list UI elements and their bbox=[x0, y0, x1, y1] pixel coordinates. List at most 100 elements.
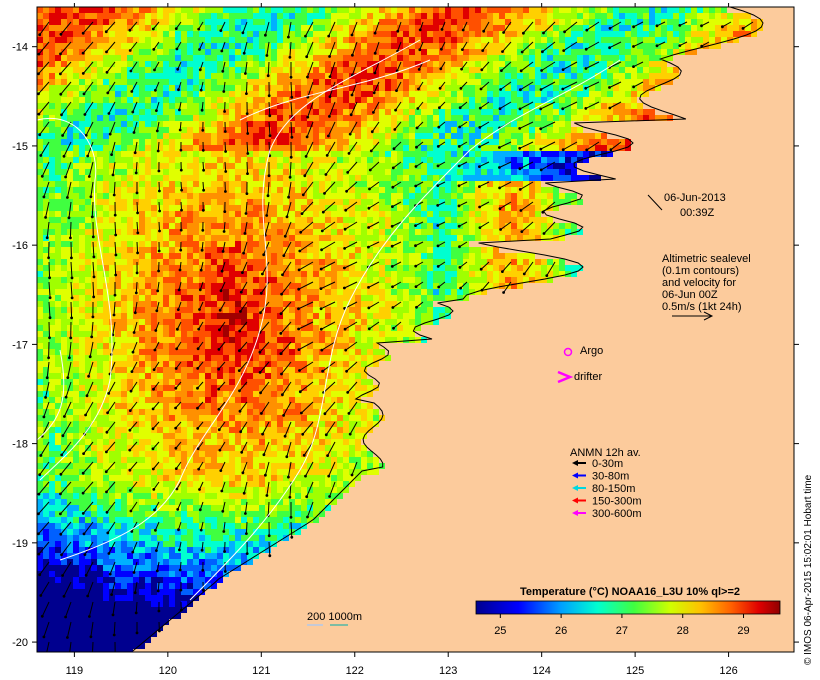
sst-pixel bbox=[511, 157, 517, 163]
sst-pixel bbox=[331, 289, 337, 295]
sst-pixel bbox=[481, 115, 487, 121]
sst-pixel bbox=[301, 271, 307, 277]
sst-pixel bbox=[79, 163, 85, 169]
sst-pixel bbox=[409, 151, 415, 157]
sst-pixel bbox=[313, 85, 319, 91]
sst-pixel bbox=[517, 169, 523, 175]
sst-pixel bbox=[439, 283, 445, 289]
sst-pixel bbox=[601, 31, 607, 37]
sst-pixel bbox=[307, 205, 313, 211]
sst-pixel bbox=[67, 55, 73, 61]
sst-pixel bbox=[313, 109, 319, 115]
sst-pixel bbox=[157, 163, 163, 169]
sst-pixel bbox=[253, 127, 259, 133]
sst-pixel bbox=[127, 145, 133, 151]
sst-pixel bbox=[385, 91, 391, 97]
sst-pixel bbox=[433, 25, 439, 31]
sst-pixel bbox=[49, 289, 55, 295]
sst-pixel bbox=[187, 193, 193, 199]
sst-pixel bbox=[277, 121, 283, 127]
sst-pixel bbox=[475, 79, 481, 85]
sst-pixel bbox=[691, 43, 697, 49]
sst-pixel bbox=[613, 25, 619, 31]
sst-pixel bbox=[223, 307, 229, 313]
sst-pixel bbox=[43, 115, 49, 121]
sst-pixel bbox=[535, 211, 541, 217]
sst-pixel bbox=[127, 301, 133, 307]
sst-pixel bbox=[385, 163, 391, 169]
sst-pixel bbox=[271, 265, 277, 271]
sst-pixel bbox=[457, 241, 463, 247]
sst-pixel bbox=[355, 313, 361, 319]
sst-pixel bbox=[85, 325, 91, 331]
sst-pixel bbox=[571, 91, 577, 97]
sst-pixel bbox=[517, 283, 523, 289]
sst-pixel bbox=[283, 157, 289, 163]
sst-pixel bbox=[505, 229, 511, 235]
sst-pixel bbox=[127, 25, 133, 31]
sst-pixel bbox=[403, 19, 409, 25]
sst-pixel bbox=[205, 13, 211, 19]
sst-pixel bbox=[271, 181, 277, 187]
sst-pixel bbox=[43, 265, 49, 271]
sst-pixel bbox=[157, 61, 163, 67]
sst-pixel bbox=[361, 313, 367, 319]
sst-pixel bbox=[337, 169, 343, 175]
sst-pixel bbox=[619, 103, 625, 109]
sst-pixel bbox=[49, 259, 55, 265]
sst-pixel bbox=[547, 265, 553, 271]
sst-pixel bbox=[109, 121, 115, 127]
sst-pixel bbox=[127, 181, 133, 187]
sst-pixel bbox=[175, 181, 181, 187]
sst-pixel bbox=[145, 145, 151, 151]
sst-pixel bbox=[181, 265, 187, 271]
sst-pixel bbox=[103, 61, 109, 67]
sst-pixel bbox=[73, 127, 79, 133]
sst-pixel bbox=[97, 67, 103, 73]
sst-pixel bbox=[91, 301, 97, 307]
sst-pixel bbox=[295, 85, 301, 91]
sst-pixel bbox=[523, 217, 529, 223]
sst-pixel bbox=[433, 157, 439, 163]
sst-pixel bbox=[37, 325, 43, 331]
sst-pixel bbox=[271, 145, 277, 151]
sst-pixel bbox=[439, 313, 445, 319]
sst-pixel bbox=[535, 85, 541, 91]
sst-pixel bbox=[391, 271, 397, 277]
sst-pixel bbox=[409, 145, 415, 151]
sst-pixel bbox=[541, 19, 547, 25]
sst-pixel bbox=[85, 307, 91, 313]
sst-pixel bbox=[181, 223, 187, 229]
sst-pixel bbox=[265, 229, 271, 235]
sst-pixel bbox=[535, 163, 541, 169]
sst-pixel bbox=[271, 61, 277, 67]
sst-pixel bbox=[289, 79, 295, 85]
sst-pixel bbox=[139, 115, 145, 121]
sst-pixel bbox=[427, 163, 433, 169]
sst-pixel bbox=[247, 109, 253, 115]
sst-pixel bbox=[421, 169, 427, 175]
sst-pixel bbox=[79, 85, 85, 91]
sst-pixel bbox=[85, 145, 91, 151]
sst-pixel bbox=[229, 43, 235, 49]
sst-pixel bbox=[37, 289, 43, 295]
sst-pixel bbox=[655, 25, 661, 31]
sst-pixel bbox=[577, 19, 583, 25]
sst-pixel bbox=[283, 55, 289, 61]
sst-pixel bbox=[205, 7, 211, 13]
sst-pixel bbox=[463, 19, 469, 25]
sst-pixel bbox=[505, 49, 511, 55]
sst-pixel bbox=[235, 181, 241, 187]
sst-pixel bbox=[109, 301, 115, 307]
sst-pixel bbox=[637, 115, 643, 121]
sst-pixel bbox=[223, 259, 229, 265]
sst-pixel bbox=[229, 181, 235, 187]
sst-pixel bbox=[193, 163, 199, 169]
sst-pixel bbox=[139, 25, 145, 31]
sst-pixel bbox=[139, 187, 145, 193]
sst-pixel bbox=[43, 199, 49, 205]
sst-pixel bbox=[511, 127, 517, 133]
sst-pixel bbox=[385, 43, 391, 49]
sst-pixel bbox=[433, 85, 439, 91]
sst-pixel bbox=[409, 163, 415, 169]
